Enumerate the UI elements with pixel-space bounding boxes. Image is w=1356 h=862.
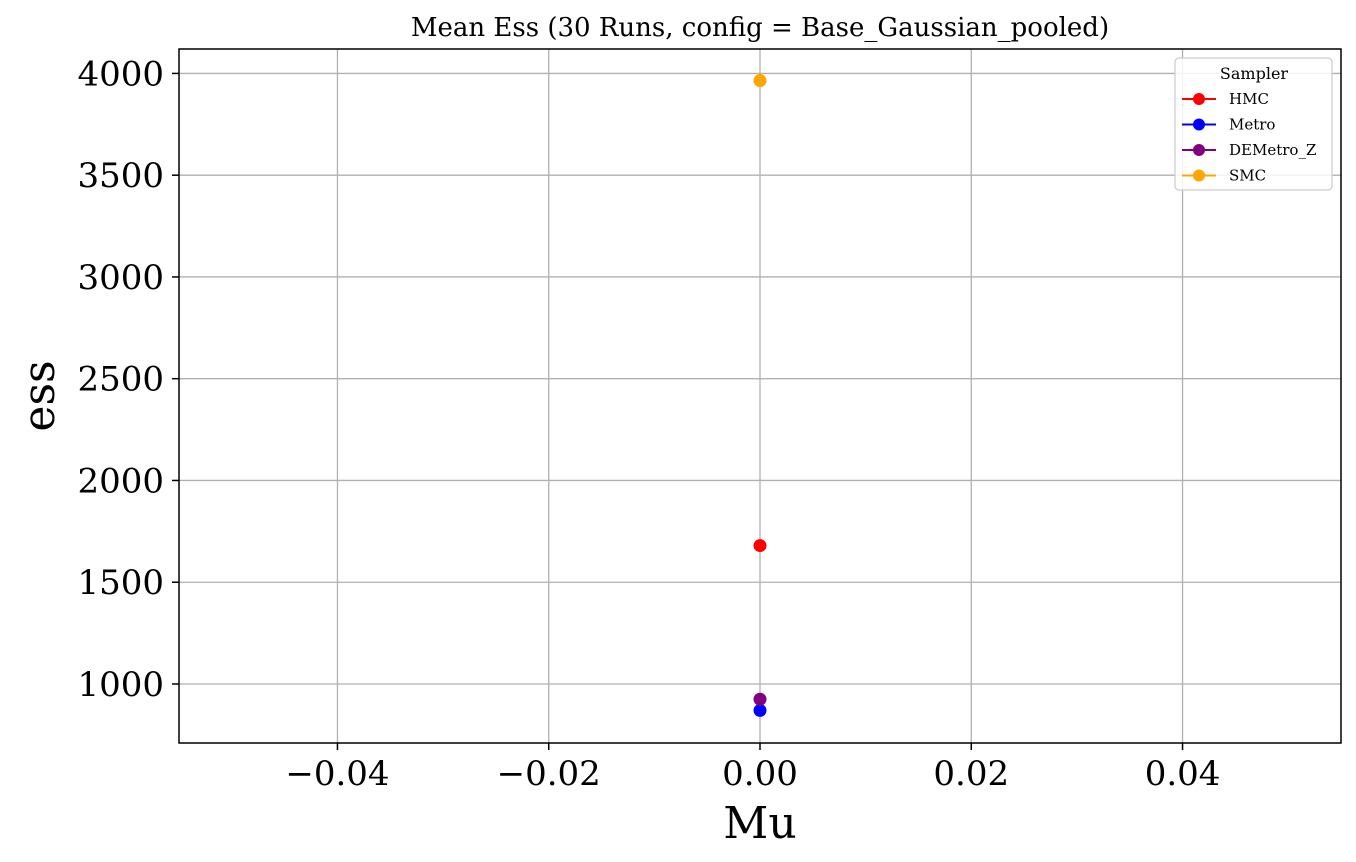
legend-label-demetro-z: DEMetro_Z [1229, 141, 1316, 159]
legend-marker-demetro-z [1193, 144, 1205, 156]
x-tick-label: −0.04 [285, 754, 389, 794]
plot-frame [178, 48, 1342, 744]
y-tick-label: 1000 [77, 665, 164, 705]
data-point-metro [753, 703, 767, 717]
y-axis-ticks: 1000 1500 2000 2500 3000 3500 4000 [77, 54, 179, 705]
y-tick-label: 4000 [77, 54, 164, 94]
legend: Sampler HMC Metro DEMetro_Z SMC [1174, 57, 1333, 191]
y-axis-label: ess [14, 360, 65, 431]
y-tick-label: 3500 [77, 156, 164, 196]
data-point-hmc [753, 539, 767, 553]
legend-item-hmc: HMC [1182, 90, 1269, 108]
legend-item-demetro-z: DEMetro_Z [1182, 141, 1316, 159]
y-tick-label: 3000 [77, 258, 164, 298]
legend-marker-hmc [1193, 93, 1205, 105]
x-axis-ticks: −0.04 −0.02 0.00 0.02 0.04 [285, 743, 1220, 794]
x-tick-label: −0.02 [497, 754, 601, 794]
legend-label-smc: SMC [1229, 167, 1266, 185]
legend-item-metro: Metro [1182, 116, 1275, 134]
legend-box [1174, 57, 1333, 191]
legend-label-hmc: HMC [1229, 90, 1269, 108]
legend-title: Sampler [1220, 64, 1289, 83]
legend-label-metro: Metro [1229, 116, 1275, 134]
grid-lines [179, 49, 1341, 743]
y-tick-label: 1500 [77, 563, 164, 603]
x-axis-label: Mu [723, 798, 796, 849]
legend-items: HMC Metro DEMetro_Z SMC [1182, 90, 1316, 185]
data-point-demetro-z [753, 692, 767, 706]
legend-marker-smc [1193, 169, 1205, 182]
y-tick-label: 2500 [77, 360, 164, 400]
legend-item-smc: SMC [1182, 167, 1266, 185]
x-tick-label: 0.02 [933, 754, 1009, 794]
data-point-smc [753, 74, 767, 88]
x-tick-label: 0.00 [722, 754, 798, 794]
data-points [753, 74, 767, 717]
legend-marker-metro [1193, 118, 1205, 131]
chart-title: Mean Ess (30 Runs, config = Base_Gaussia… [411, 13, 1109, 43]
x-tick-label: 0.04 [1145, 754, 1221, 794]
y-tick-label: 2000 [77, 461, 164, 501]
